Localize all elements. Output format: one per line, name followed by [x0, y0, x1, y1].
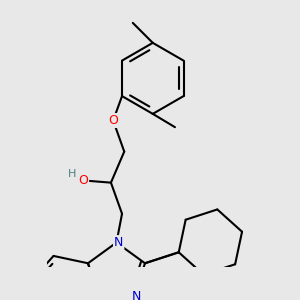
Text: N: N: [114, 236, 123, 249]
Text: N: N: [132, 290, 141, 300]
Text: O: O: [108, 114, 118, 127]
Text: H: H: [68, 169, 76, 179]
Text: O: O: [78, 174, 88, 187]
